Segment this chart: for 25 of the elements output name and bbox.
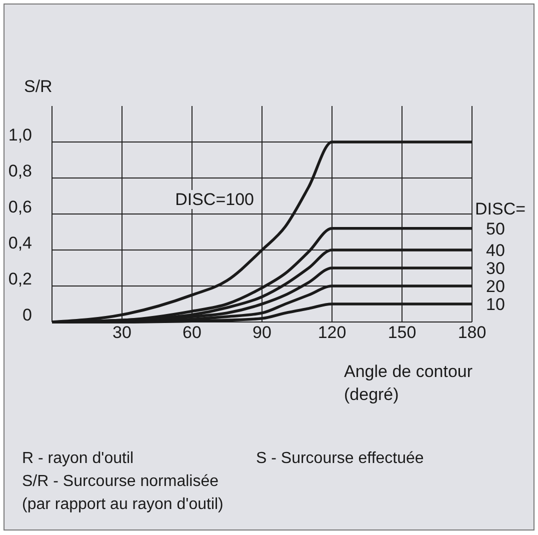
series-label: 40 — [486, 241, 505, 260]
x-tick-label: 150 — [388, 323, 416, 342]
text: DISC=100 — [175, 190, 254, 209]
x-tick-label: 60 — [182, 323, 202, 342]
text: R - rayon d'outil — [22, 450, 134, 467]
text: S/R - Surcourse normalisée — [22, 473, 219, 490]
y-axis-title: S/R — [24, 77, 52, 96]
x-axis-title: Angle de contour (degré) — [344, 362, 473, 404]
x-tick-label: 90 — [252, 323, 272, 342]
series-label: 20 — [486, 277, 505, 296]
series-label: 10 — [486, 295, 505, 314]
y-tick-label: 0,8 — [8, 161, 32, 180]
series-label: 30 — [486, 259, 505, 278]
text: (par rapport au rayon d'outil) — [22, 496, 224, 513]
series-label: 50 — [486, 219, 505, 238]
y-tick-label: 0 — [22, 305, 32, 324]
x-tick-label: 120 — [318, 323, 346, 342]
y-tick-label: 0,4 — [8, 233, 32, 252]
y-tick-label: 1,0 — [8, 125, 32, 144]
legend-title: DISC= — [475, 199, 526, 218]
x-tick-label: 180 — [458, 323, 486, 342]
text: S - Surcourse effectuée — [256, 450, 424, 467]
y-tick-label: 0,2 — [8, 269, 32, 288]
y-tick-label: 0,6 — [8, 197, 32, 216]
x-tick-label: 30 — [112, 323, 132, 342]
